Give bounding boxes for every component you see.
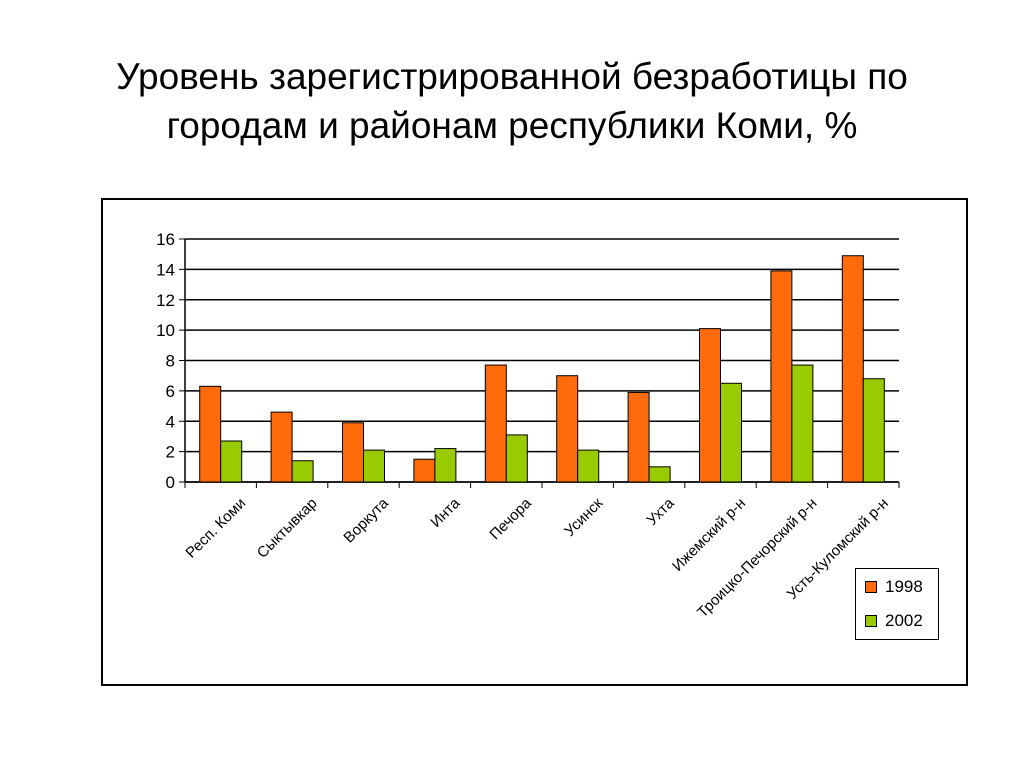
bar-1998-7 [699, 328, 721, 483]
y-tick-label-14: 14 [156, 260, 175, 279]
y-tick-label-4: 4 [166, 412, 175, 431]
bar-1998-5 [556, 375, 579, 483]
y-tick-label-10: 10 [156, 321, 175, 340]
bar-1998-9 [841, 255, 864, 483]
title-line-1: Уровень зарегистрированной безработицы п… [116, 56, 908, 97]
legend-label-1998: 1998 [885, 577, 923, 596]
bar-1998-8 [770, 270, 793, 483]
bar-2002-7 [720, 382, 742, 483]
bar-2002-8 [791, 364, 814, 483]
legend-swatch-1998 [865, 581, 877, 593]
x-category-label-2: Воркута [340, 494, 392, 546]
x-category-label-7: Ижемский р-н [669, 495, 749, 575]
x-category-label-1: Сыктывкар [254, 495, 321, 562]
y-tick-label-2: 2 [166, 443, 175, 462]
x-category-label-3: Инта [427, 494, 464, 531]
bar-1998-2 [342, 422, 364, 483]
legend-label-2002: 2002 [885, 611, 923, 630]
title-line-2: городам и районам республики Коми, % [166, 105, 858, 146]
bar-2002-0 [220, 440, 243, 483]
y-tick-label-0: 0 [166, 473, 175, 492]
bar-2002-5 [577, 449, 600, 483]
bar-1998-0 [199, 385, 222, 483]
bar-1998-4 [484, 364, 507, 483]
bar-1998-6 [627, 391, 650, 483]
bar-2002-4 [505, 434, 528, 483]
x-category-label-8: Троицко-Печорский р-н [694, 495, 820, 621]
bar-2002-9 [862, 378, 885, 483]
x-category-label-4: Печора [486, 494, 535, 543]
x-category-label-6: Ухта [644, 494, 679, 529]
y-tick-label-6: 6 [166, 382, 175, 401]
bar-1998-1 [270, 411, 293, 483]
legend-item-2002: 2002 [865, 611, 923, 631]
y-tick-label-8: 8 [166, 352, 175, 371]
bar-2002-3 [434, 448, 457, 483]
bar-2002-2 [363, 449, 385, 483]
x-category-label-0: Респ. Коми [182, 495, 249, 562]
y-tick-label-12: 12 [156, 291, 175, 310]
legend-item-1998: 1998 [865, 577, 923, 597]
bar-2002-1 [291, 460, 314, 483]
slide-title: Уровень зарегистрированной безработицы п… [40, 52, 984, 150]
bar-chart: 0 2 4 6 8 10 12 14 16 Респ. Коми Сыктывкар Воркута И… [156, 230, 900, 621]
bar-2002-6 [648, 466, 671, 483]
bar-1998-3 [413, 458, 436, 483]
x-category-label-5: Усинск [561, 495, 606, 540]
legend-swatch-2002 [865, 615, 877, 627]
legend: 1998 2002 [855, 568, 939, 640]
chart-frame: 0 2 4 6 8 10 12 14 16 Респ. Коми Сыктывкар Воркута И… [101, 198, 968, 686]
y-tick-label-16: 16 [156, 230, 175, 249]
